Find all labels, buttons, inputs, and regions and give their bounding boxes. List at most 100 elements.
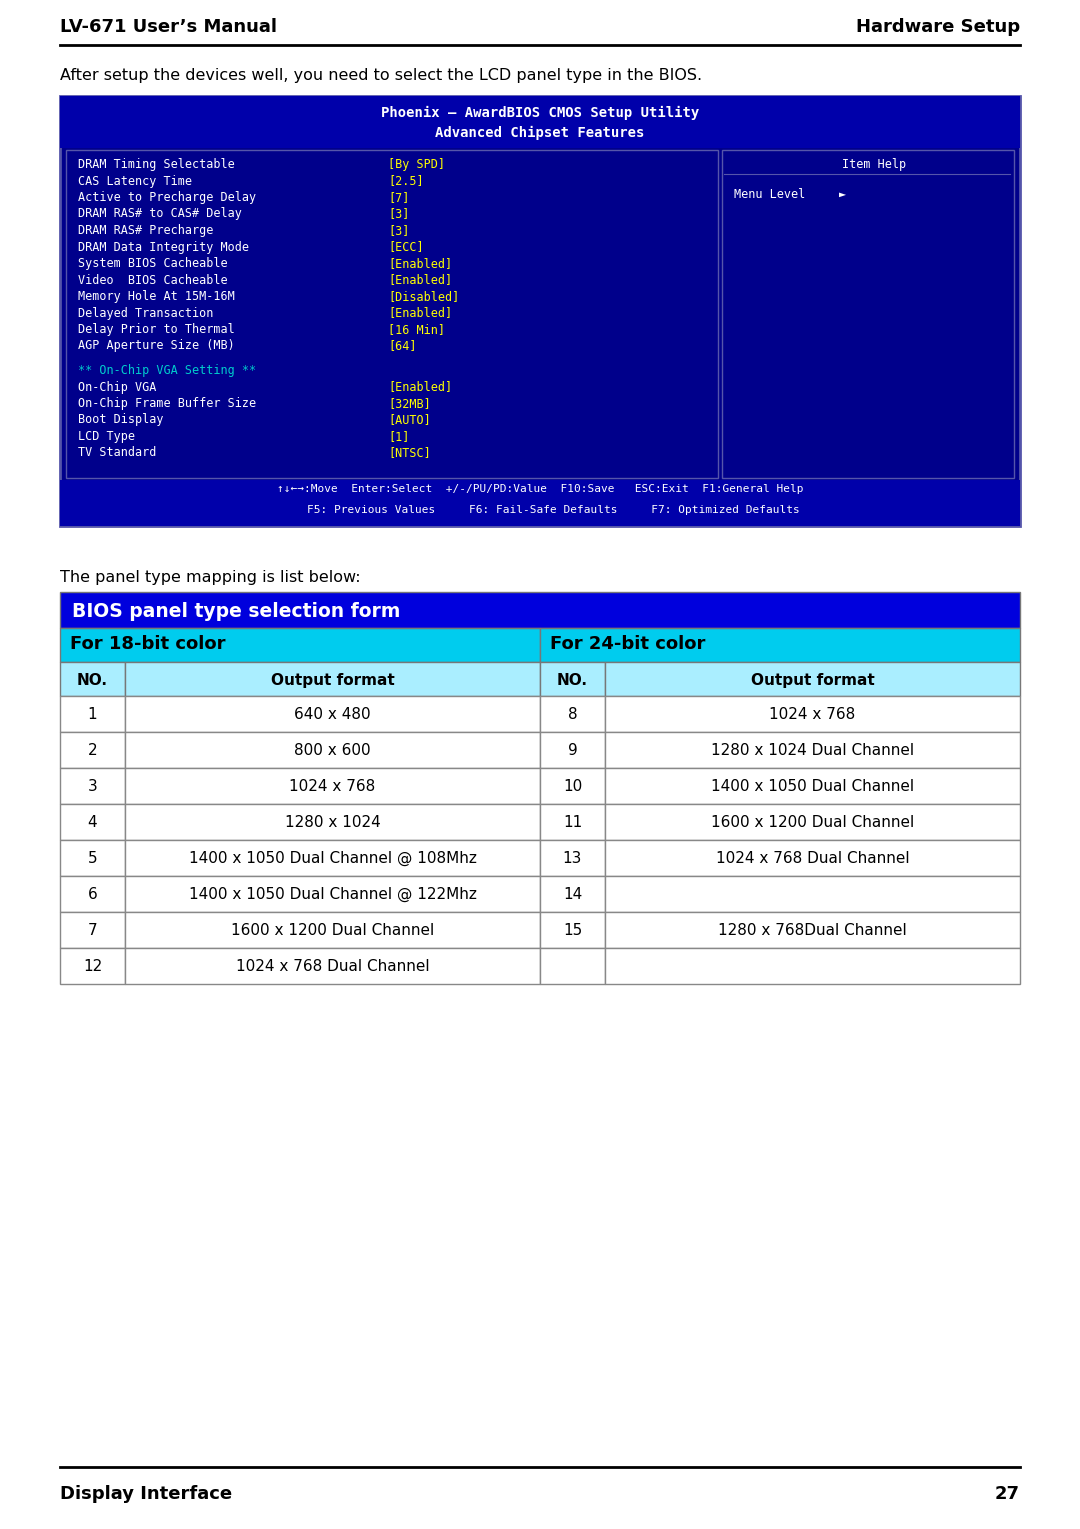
Text: System BIOS Cacheable: System BIOS Cacheable (78, 257, 228, 271)
Bar (60, 876, 125, 911)
Text: [16 Min]: [16 Min] (388, 323, 445, 336)
Text: [7]: [7] (388, 191, 409, 203)
Bar (60, 662, 125, 696)
Text: [Enabled]: [Enabled] (388, 274, 453, 286)
Text: [ECC]: [ECC] (388, 240, 423, 254)
Text: Menu Level: Menu Level (734, 188, 806, 200)
Bar (125, 696, 540, 732)
Text: [3]: [3] (388, 208, 409, 220)
Bar (540, 948, 605, 985)
Text: [Enabled]: [Enabled] (388, 381, 453, 393)
Text: Display Interface: Display Interface (60, 1485, 232, 1503)
Text: 4: 4 (87, 815, 97, 830)
Text: TV Standard: TV Standard (78, 446, 157, 460)
Text: On-Chip Frame Buffer Size: On-Chip Frame Buffer Size (78, 398, 256, 410)
Bar (540, 696, 605, 732)
Bar (605, 804, 1020, 839)
Text: ►: ► (839, 188, 846, 200)
Bar (60, 96, 1020, 526)
Text: The panel type mapping is list below:: The panel type mapping is list below: (60, 570, 361, 586)
Text: AGP Aperture Size (MB): AGP Aperture Size (MB) (78, 339, 234, 353)
Text: 11: 11 (563, 815, 582, 830)
Text: DRAM Timing Selectable: DRAM Timing Selectable (78, 157, 234, 171)
Text: ↑↓←→:Move  Enter:Select  +/-/PU/PD:Value  F10:Save   ESC:Exit  F1:General Help: ↑↓←→:Move Enter:Select +/-/PU/PD:Value F… (276, 485, 804, 494)
Bar (540, 876, 605, 911)
Text: 800 x 600: 800 x 600 (294, 743, 370, 758)
Bar (540, 804, 605, 839)
Bar (60, 732, 125, 768)
Text: CAS Latency Time: CAS Latency Time (78, 174, 192, 188)
Text: NO.: NO. (557, 673, 588, 688)
Bar (125, 948, 540, 985)
Text: DRAM RAS# to CAS# Delay: DRAM RAS# to CAS# Delay (78, 208, 242, 220)
Text: Item Help: Item Help (842, 157, 906, 171)
Bar (605, 732, 1020, 768)
Text: 7: 7 (87, 924, 97, 937)
Text: ** On-Chip VGA Setting **: ** On-Chip VGA Setting ** (78, 364, 256, 378)
Text: Hardware Setup: Hardware Setup (855, 18, 1020, 37)
Text: 13: 13 (563, 852, 582, 865)
Text: 27: 27 (995, 1485, 1020, 1503)
Text: 1280 x 768Dual Channel: 1280 x 768Dual Channel (718, 924, 907, 937)
Text: [Disabled]: [Disabled] (388, 291, 459, 303)
Text: Advanced Chipset Features: Advanced Chipset Features (435, 125, 645, 141)
Text: For 24-bit color: For 24-bit color (550, 635, 705, 653)
Text: Active to Precharge Delay: Active to Precharge Delay (78, 191, 256, 203)
Bar (540, 732, 605, 768)
Text: 1600 x 1200 Dual Channel: 1600 x 1200 Dual Channel (711, 815, 914, 830)
Text: 9: 9 (568, 743, 578, 758)
Text: [2.5]: [2.5] (388, 174, 423, 188)
Text: [NTSC]: [NTSC] (388, 446, 431, 460)
Bar (605, 768, 1020, 804)
Bar (60, 96, 1020, 148)
Bar (125, 768, 540, 804)
Text: After setup the devices well, you need to select the LCD panel type in the BIOS.: After setup the devices well, you need t… (60, 67, 702, 83)
Text: 1024 x 768: 1024 x 768 (289, 778, 376, 794)
Text: Delay Prior to Thermal: Delay Prior to Thermal (78, 323, 234, 336)
Text: 1600 x 1200 Dual Channel: 1600 x 1200 Dual Channel (231, 924, 434, 937)
Text: 15: 15 (563, 924, 582, 937)
Text: [64]: [64] (388, 339, 417, 353)
Text: [1]: [1] (388, 430, 409, 443)
Bar (125, 839, 540, 876)
Bar (125, 804, 540, 839)
Text: 6: 6 (87, 887, 97, 902)
Bar (605, 876, 1020, 911)
Bar (125, 662, 540, 696)
Text: 1400 x 1050 Dual Channel: 1400 x 1050 Dual Channel (711, 778, 914, 794)
Text: Output format: Output format (271, 673, 394, 688)
Bar (60, 804, 125, 839)
Text: 1024 x 768 Dual Channel: 1024 x 768 Dual Channel (235, 959, 430, 974)
Bar (605, 662, 1020, 696)
Text: 1280 x 1024 Dual Channel: 1280 x 1024 Dual Channel (711, 743, 914, 758)
Text: DRAM RAS# Precharge: DRAM RAS# Precharge (78, 225, 214, 237)
Text: 3: 3 (87, 778, 97, 794)
Text: 1400 x 1050 Dual Channel @ 108Mhz: 1400 x 1050 Dual Channel @ 108Mhz (189, 852, 476, 867)
Text: F5: Previous Values     F6: Fail-Safe Defaults     F7: Optimized Defaults: F5: Previous Values F6: Fail-Safe Defaul… (280, 505, 800, 515)
Text: 1400 x 1050 Dual Channel @ 122Mhz: 1400 x 1050 Dual Channel @ 122Mhz (189, 887, 476, 902)
Text: 10: 10 (563, 778, 582, 794)
Text: [Enabled]: [Enabled] (388, 306, 453, 320)
Text: 1280 x 1024: 1280 x 1024 (285, 815, 380, 830)
Bar (125, 911, 540, 948)
Bar (60, 696, 125, 732)
Text: On-Chip VGA: On-Chip VGA (78, 381, 157, 393)
Bar (60, 839, 125, 876)
Text: For 18-bit color: For 18-bit color (70, 635, 226, 653)
Bar (540, 662, 605, 696)
Text: 640 x 480: 640 x 480 (294, 706, 370, 722)
Bar (605, 948, 1020, 985)
Text: LV-671 User’s Manual: LV-671 User’s Manual (60, 18, 276, 37)
Text: 1: 1 (87, 706, 97, 722)
Bar (605, 839, 1020, 876)
Text: 14: 14 (563, 887, 582, 902)
Bar (605, 911, 1020, 948)
Bar (125, 732, 540, 768)
Text: 1024 x 768 Dual Channel: 1024 x 768 Dual Channel (716, 852, 909, 865)
Bar (60, 592, 1020, 628)
Text: Video  BIOS Cacheable: Video BIOS Cacheable (78, 274, 228, 286)
Text: [32MB]: [32MB] (388, 398, 431, 410)
Text: [Enabled]: [Enabled] (388, 257, 453, 271)
Text: 5: 5 (87, 852, 97, 865)
Text: Memory Hole At 15M-16M: Memory Hole At 15M-16M (78, 291, 234, 303)
